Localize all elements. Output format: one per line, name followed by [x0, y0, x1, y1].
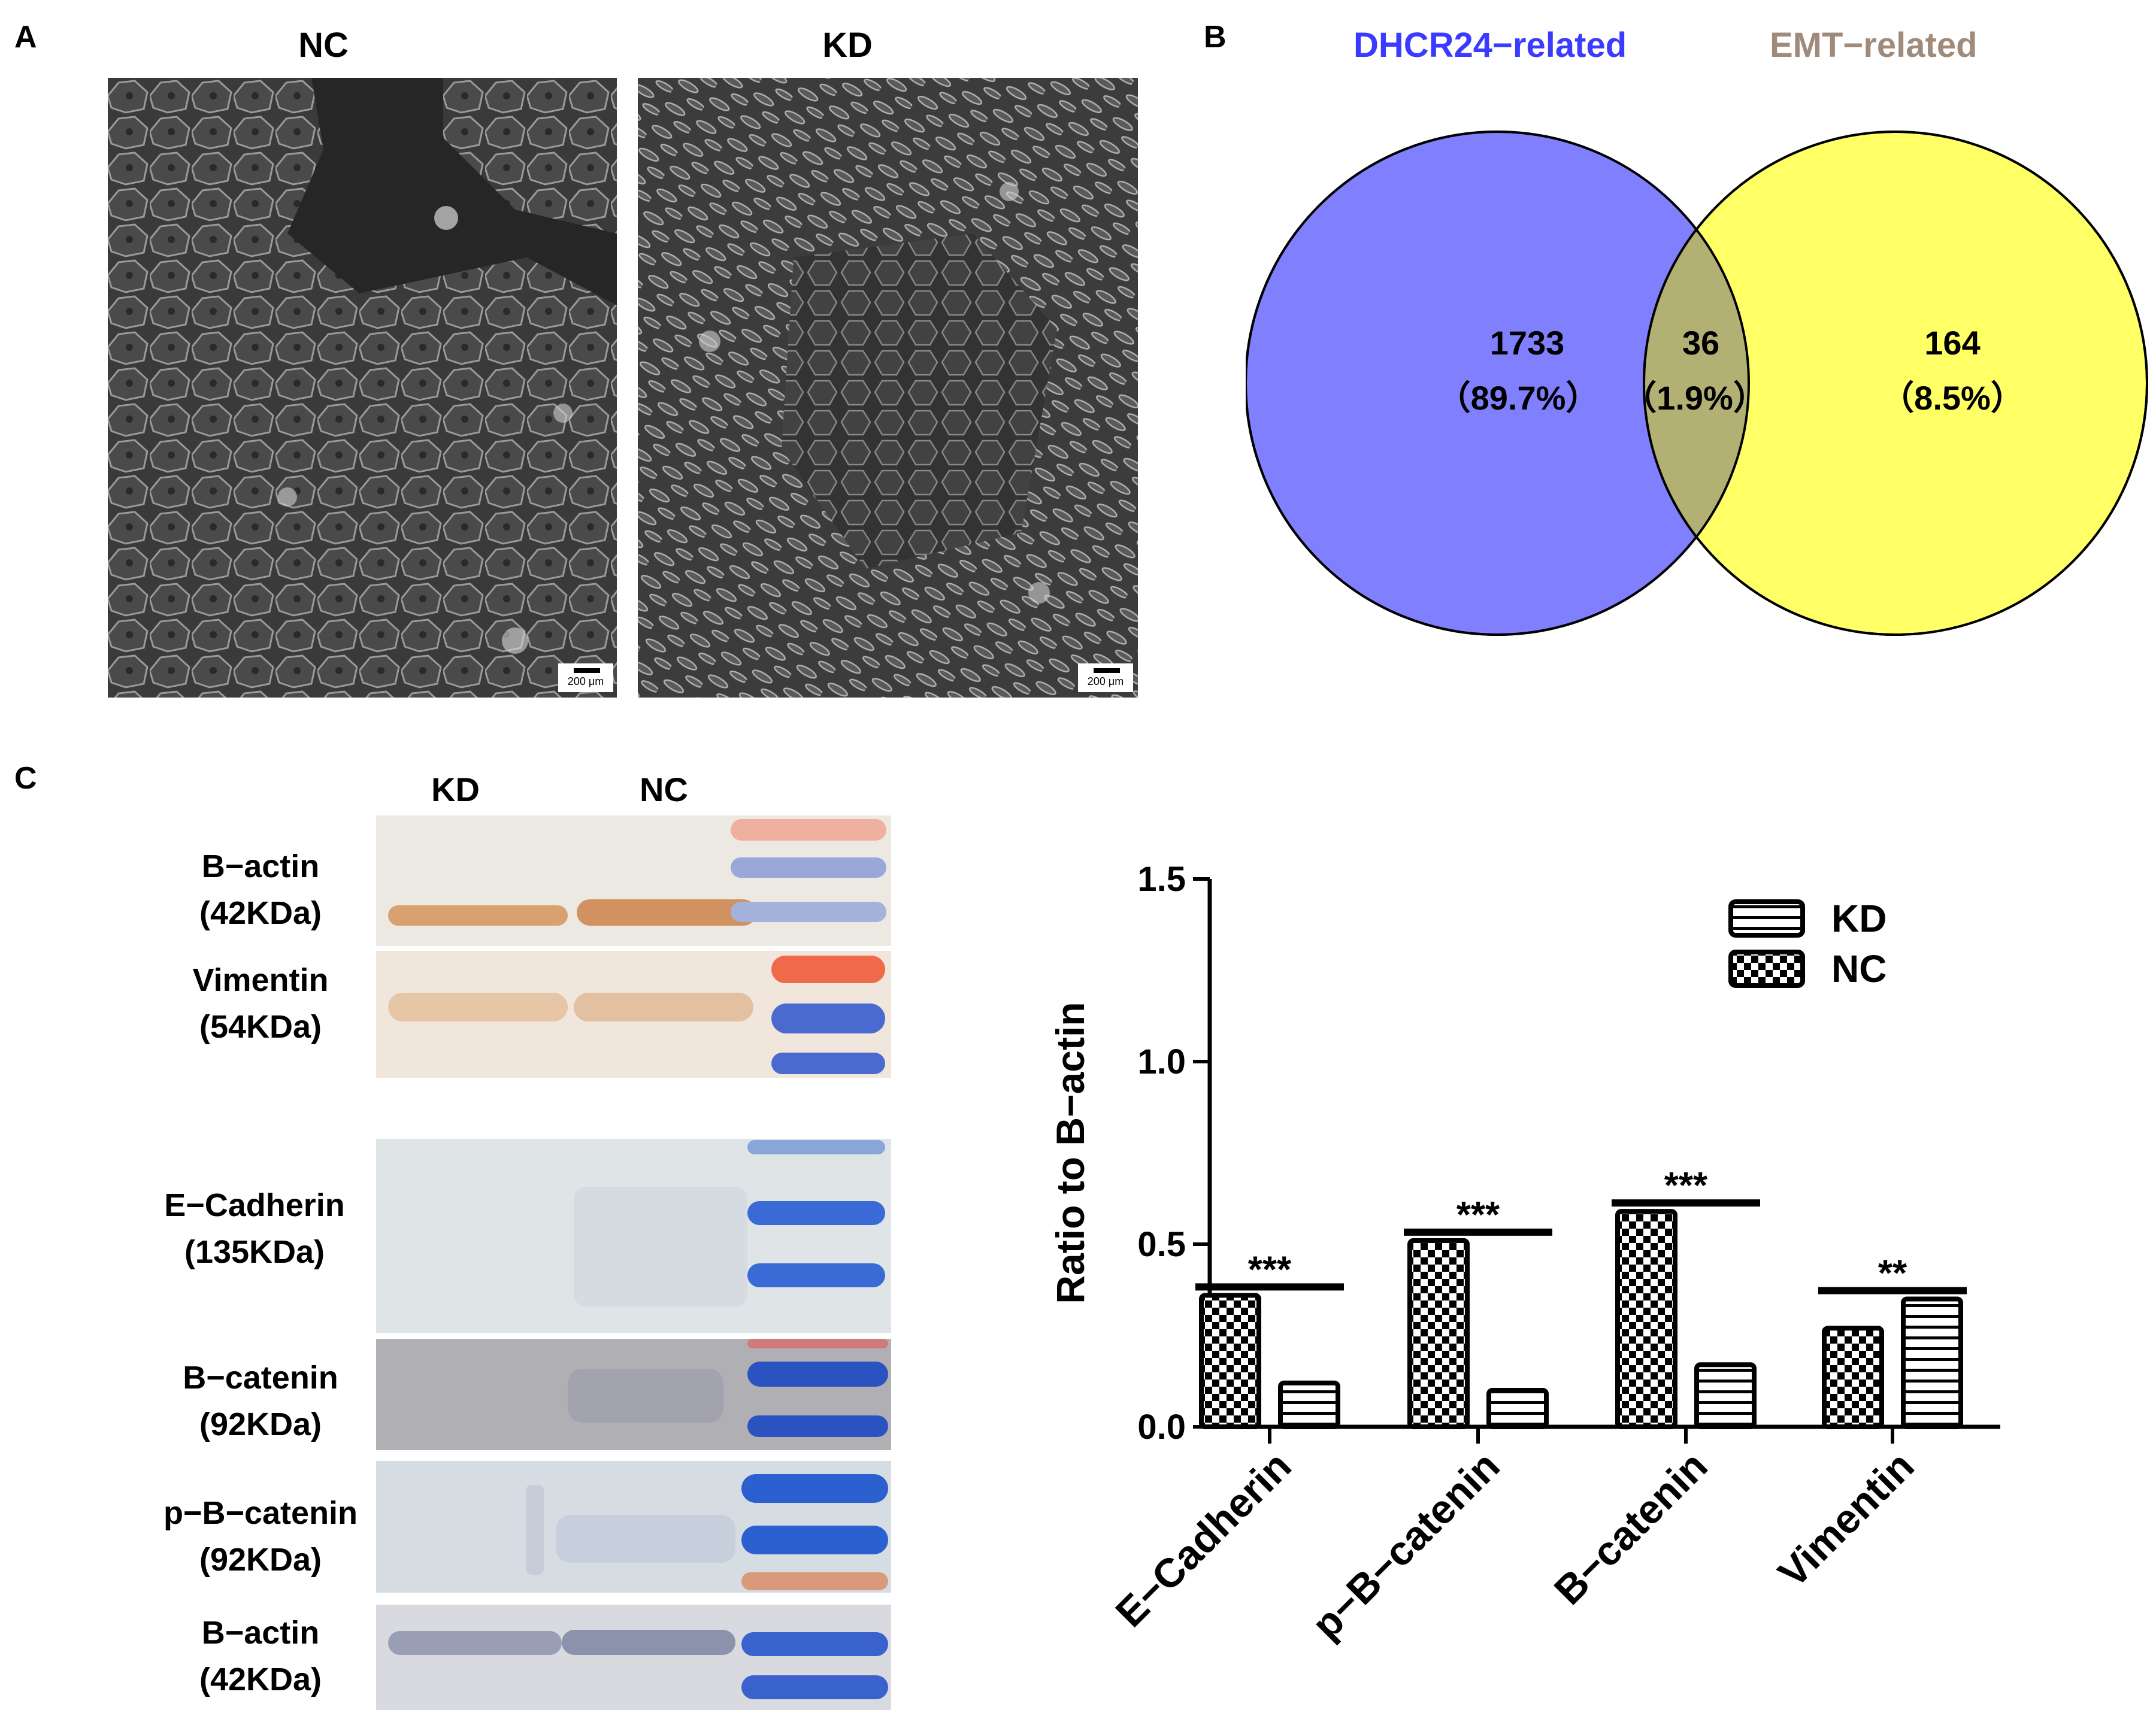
- scale-bar-nc: 200 μm: [558, 663, 613, 692]
- significance-label-0: ***: [1248, 1249, 1292, 1290]
- venn-left-pct: （89.7%）: [1437, 379, 1600, 417]
- micrograph-kd: 200 μm: [638, 78, 1138, 698]
- micrograph-title-kd: KD: [822, 26, 873, 65]
- panel-c-letter: C: [14, 761, 37, 796]
- y-tick-label: 0.0: [1137, 1408, 1186, 1447]
- micrograph-kd-texture: [638, 78, 1138, 698]
- scale-bar-kd: 200 μm: [1078, 663, 1133, 692]
- micrograph-nc-texture: [108, 78, 617, 698]
- venn-overlap-count: 36: [1682, 324, 1720, 362]
- panel-b-letter: B: [1204, 20, 1227, 54]
- venn-right-title: EMT−related: [1770, 26, 1978, 65]
- blot-b-actin-bottom: [376, 1605, 891, 1710]
- micrograph-title-nc: NC: [298, 26, 349, 65]
- bar-nc-3: [1822, 1326, 1884, 1429]
- legend-label-nc: NC: [1831, 947, 1886, 990]
- bar-nc-1: [1407, 1238, 1470, 1430]
- blot-label-b-actin-top: B−actin (42KDa): [199, 848, 322, 931]
- lane-label-nc: NC: [640, 771, 688, 808]
- scale-bar-label: 200 μm: [567, 675, 604, 687]
- blot-e-cadherin: [376, 1139, 891, 1333]
- venn-diagram: [1246, 131, 2148, 636]
- bar-kd-1: [1486, 1388, 1549, 1429]
- bar-chart: 0.0 0.5 1.0 1.5 Ratio to B−actin *** E−Cadheri…: [1048, 860, 2000, 1648]
- x-tick-label-1: p−B−catenin: [1303, 1443, 1508, 1648]
- significance-label-2: ***: [1664, 1165, 1708, 1206]
- legend-swatch-kd: [1728, 899, 1805, 938]
- x-tick-label-3: Vimentin: [1770, 1443, 1923, 1596]
- blot-b-actin-top: [376, 815, 891, 946]
- blot-label-vimentin: Vimentin (54KDa): [192, 962, 329, 1045]
- legend-swatch-nc: [1728, 950, 1805, 988]
- x-tick-label-0: E−Cadherin: [1107, 1443, 1300, 1636]
- significance-label-3: **: [1878, 1253, 1907, 1294]
- venn-overlap-pct: （1.9%）: [1623, 379, 1767, 417]
- significance-label-1: ***: [1456, 1195, 1500, 1236]
- y-tick-label: 1.5: [1137, 860, 1186, 899]
- y-tick-label: 0.5: [1137, 1225, 1186, 1264]
- blot-label-b-catenin: B−catenin (92KDa): [183, 1360, 338, 1442]
- blot-vimentin: [376, 951, 891, 1078]
- panel-a-letter: A: [14, 20, 37, 54]
- blot-b-catenin: [376, 1339, 891, 1450]
- lane-label-kd: KD: [431, 771, 480, 808]
- x-tick-label-2: B−catenin: [1546, 1443, 1716, 1614]
- y-axis-label: Ratio to B−actin: [1048, 1002, 1092, 1303]
- blot-p-b-catenin: [376, 1461, 891, 1593]
- blot-label-b-actin-bottom: B−actin (42KDa): [199, 1615, 322, 1697]
- blot-label-e-cadherin: E−Cadherin (135KDa): [164, 1187, 345, 1270]
- y-tick-label: 1.0: [1137, 1042, 1186, 1081]
- venn-right-count: 164: [1924, 324, 1981, 362]
- venn-right-pct: （8.5%）: [1881, 379, 2024, 417]
- venn-left-count: 1733: [1489, 324, 1565, 362]
- bar-nc-2: [1615, 1209, 1677, 1429]
- bar-kd-3: [1901, 1296, 1963, 1429]
- venn-left-title: DHCR24−related: [1353, 26, 1627, 65]
- micrograph-nc: 200 μm: [108, 78, 617, 698]
- bar-kd-2: [1694, 1362, 1757, 1429]
- blot-label-p-b-catenin: p−B−catenin (92KDa): [163, 1495, 358, 1578]
- scale-bar-label: 200 μm: [1087, 675, 1124, 687]
- bar-kd-0: [1278, 1380, 1340, 1429]
- bar-nc-0: [1199, 1293, 1261, 1430]
- legend-label-kd: KD: [1831, 897, 1886, 940]
